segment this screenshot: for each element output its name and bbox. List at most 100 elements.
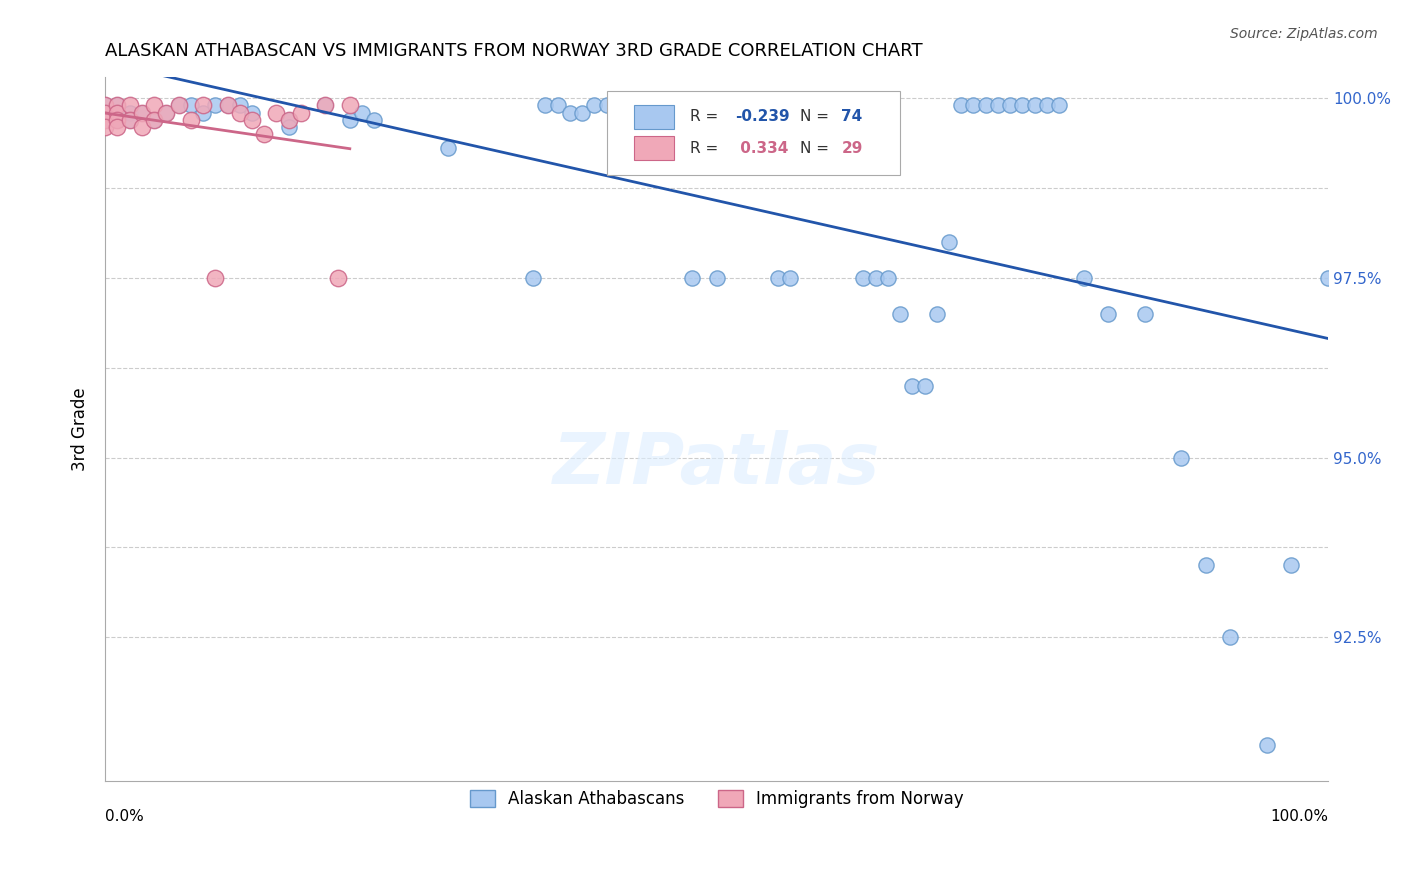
Point [290,105,312,120]
Point [1256,738,1278,752]
Point [143,112,166,127]
Point [107,105,129,120]
Point [339,112,361,127]
Point [240,112,263,127]
Point [779,270,801,285]
Point [191,98,214,112]
Point [229,98,252,112]
Point [620,98,643,112]
Text: R =: R = [690,141,723,156]
Point [852,270,875,285]
Point [107,105,129,120]
Point [155,105,177,120]
Text: ZIPatlas: ZIPatlas [553,430,880,499]
Point [583,98,606,112]
Point [204,270,226,285]
Point [277,112,299,127]
Point [1317,270,1340,285]
Point [633,105,655,120]
Point [914,378,936,392]
Point [839,98,862,112]
Point [1011,98,1033,112]
Point [94,105,117,120]
Point [1133,307,1156,321]
Point [94,112,117,127]
Point [1281,558,1303,573]
Text: R =: R = [690,109,723,124]
Point [436,141,458,155]
Point [730,98,752,112]
Point [1195,558,1218,573]
Point [1024,98,1046,112]
Point [180,112,202,127]
Point [1097,307,1119,321]
Text: Source: ZipAtlas.com: Source: ZipAtlas.com [1230,27,1378,41]
Point [962,98,984,112]
Point [107,112,129,127]
Point [925,307,948,321]
Point [314,98,336,112]
Point [167,98,190,112]
Point [240,105,263,120]
Point [155,105,177,120]
Point [94,105,117,120]
Point [571,105,593,120]
Y-axis label: 3rd Grade: 3rd Grade [72,387,89,471]
Text: 0.0%: 0.0% [105,809,143,824]
Point [107,98,129,112]
Point [204,98,226,112]
Point [217,98,239,112]
Point [277,120,299,134]
Point [974,98,997,112]
Point [118,98,141,112]
Point [131,105,153,120]
Point [118,112,141,127]
FancyBboxPatch shape [634,105,673,128]
Point [253,127,276,141]
Point [143,98,166,112]
Point [792,98,814,112]
Point [865,270,887,285]
Point [167,98,190,112]
Point [706,270,728,285]
Point [118,112,141,127]
Point [803,98,825,112]
Text: N =: N = [800,109,834,124]
Point [94,112,117,127]
Point [987,98,1010,112]
Point [363,112,385,127]
Text: -0.239: -0.239 [735,109,790,124]
Point [1170,450,1192,465]
Text: N =: N = [800,141,834,156]
Point [644,98,666,112]
Legend: Alaskan Athabascans, Immigrants from Norway: Alaskan Athabascans, Immigrants from Nor… [463,783,970,815]
Point [595,98,617,112]
Text: 0.334: 0.334 [735,141,789,156]
Point [1036,98,1059,112]
Point [94,98,117,112]
Point [107,120,129,134]
Point [547,98,569,112]
Point [1073,270,1095,285]
Point [901,378,924,392]
Point [998,98,1021,112]
Point [717,98,740,112]
FancyBboxPatch shape [634,136,673,160]
Text: 29: 29 [841,141,863,156]
Point [607,98,630,112]
Point [766,270,789,285]
Point [876,270,898,285]
FancyBboxPatch shape [606,91,900,175]
Point [107,98,129,112]
Point [191,105,214,120]
Point [669,98,692,112]
Point [143,112,166,127]
Point [339,98,361,112]
Point [94,120,117,134]
Point [657,98,679,112]
Point [94,98,117,112]
Point [1047,98,1070,112]
Point [889,307,911,321]
Point [131,105,153,120]
Text: 74: 74 [841,109,863,124]
